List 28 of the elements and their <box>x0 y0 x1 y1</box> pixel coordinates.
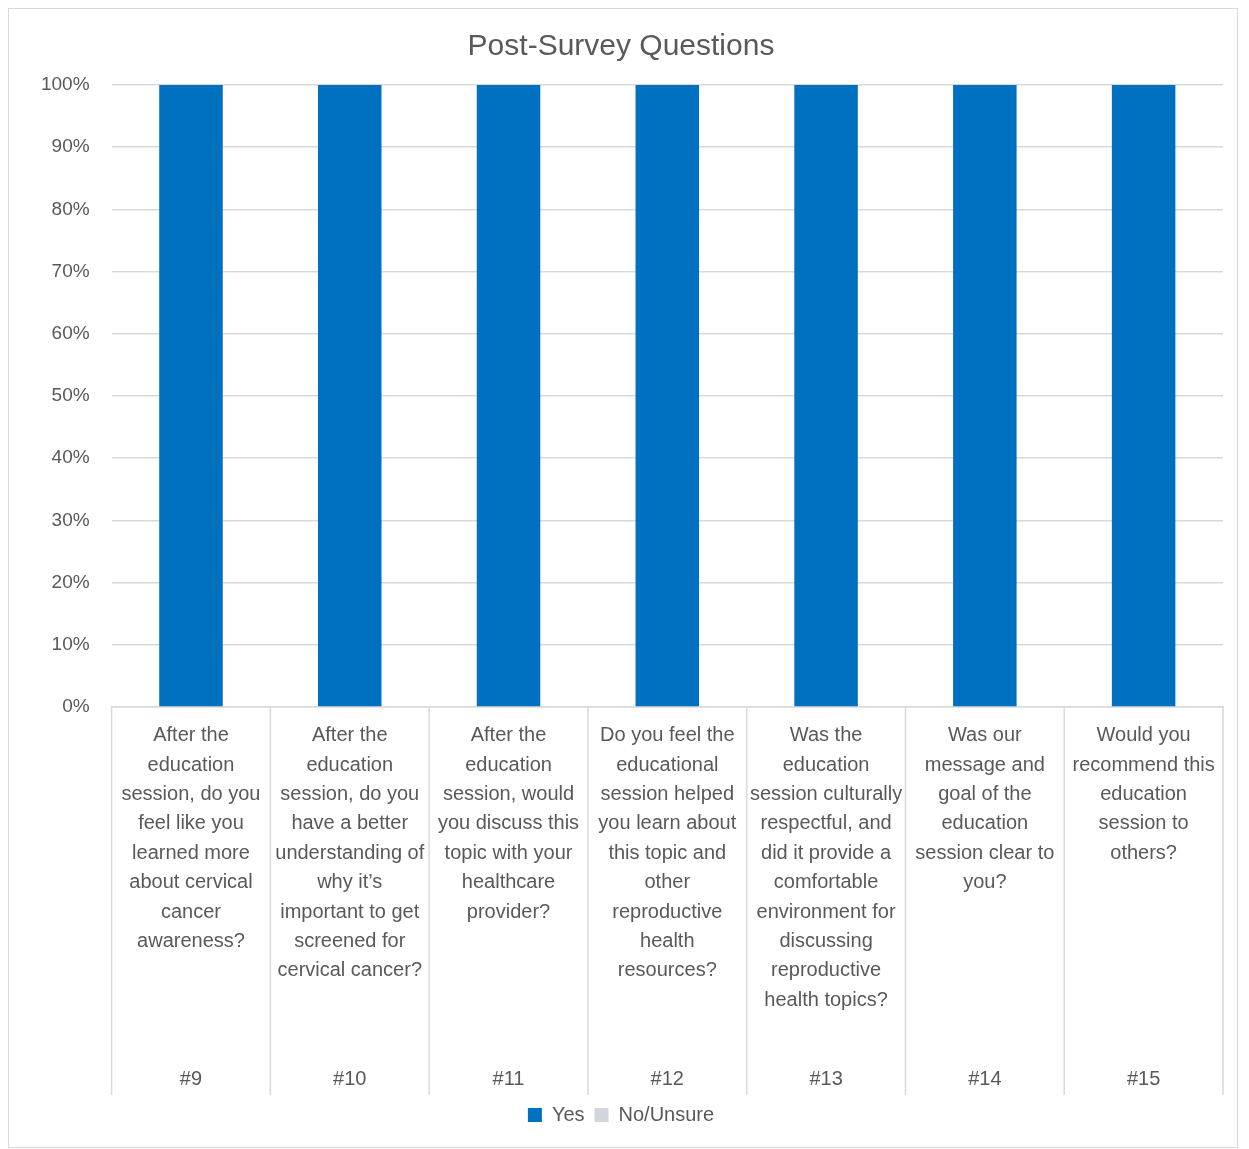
y-tick-label: 50% <box>51 384 90 406</box>
category-label: After the education session, do you have a better understanding of why it’s important to get screened for cervical cancer? <box>275 723 425 981</box>
y-tick-label: 40% <box>51 446 90 468</box>
text: #15 <box>1126 1066 1161 1089</box>
text: #9 <box>179 1066 203 1089</box>
y-tick-label: 60% <box>51 322 90 344</box>
chart-title: Post-Survey Questions <box>467 28 775 62</box>
x-tick-label: Was our message and goal of the education session clear to you? <box>915 723 1055 893</box>
y-tick-label: 70% <box>51 259 90 281</box>
category-label: Do you feel the educational session helped you learn about this topic and other reproductive health resources? <box>598 723 737 981</box>
x-tick-label: After the education session, would you discuss this topic with your healthcare provider? <box>437 723 580 922</box>
text: #11 <box>492 1066 525 1089</box>
x-tick-label: Would you recommend this education session to others? <box>1072 723 1215 863</box>
y-tick-label: 90% <box>51 135 90 157</box>
legend-label: Yes <box>551 1102 585 1125</box>
y-tick-label: 20% <box>51 570 90 592</box>
text: #10 <box>333 1066 367 1089</box>
y-tick-label: 80% <box>51 197 90 219</box>
x-tick-label: After the education session, do you feel like you learned more about cervical cancer awareness? <box>121 723 261 952</box>
y-tick-label: 0% <box>62 695 90 717</box>
category-label: Was the education session culturally respectful, and did it provide a comfortable environment for discussing reproductive health topics? <box>749 723 903 1010</box>
y-tick-label: 100% <box>40 73 90 95</box>
text: #13 <box>809 1066 843 1089</box>
text: #14 <box>968 1066 1002 1089</box>
y-tick-label: 10% <box>51 633 90 655</box>
legend-label: No/Unsure <box>618 1102 715 1125</box>
text: #12 <box>650 1066 684 1089</box>
y-tick-label: 30% <box>51 508 90 530</box>
